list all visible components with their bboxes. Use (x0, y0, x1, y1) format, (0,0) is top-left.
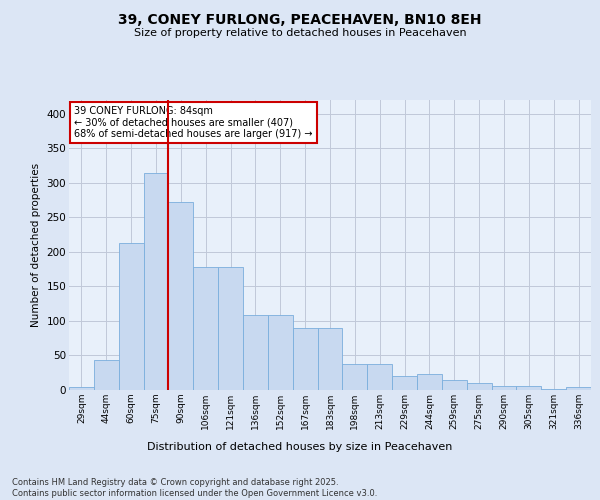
Bar (94, 360, 119, 390)
Bar (243, 314, 268, 390)
Bar (343, 364, 367, 390)
Bar (442, 380, 467, 390)
Bar (143, 172, 169, 390)
Bar (517, 386, 541, 390)
Bar (268, 314, 293, 390)
Text: 39, CONEY FURLONG, PEACEHAVEN, BN10 8EH: 39, CONEY FURLONG, PEACEHAVEN, BN10 8EH (118, 12, 482, 26)
Y-axis label: Number of detached properties: Number of detached properties (31, 163, 41, 327)
Text: Size of property relative to detached houses in Peacehaven: Size of property relative to detached ho… (134, 28, 466, 38)
Bar (317, 328, 343, 390)
Bar (467, 383, 491, 390)
Bar (566, 387, 591, 390)
Text: 39 CONEY FURLONG: 84sqm
← 30% of detached houses are smaller (407)
68% of semi-d: 39 CONEY FURLONG: 84sqm ← 30% of detache… (74, 106, 313, 139)
Bar (417, 374, 442, 390)
Bar (491, 386, 517, 390)
Bar (169, 202, 193, 390)
Bar (218, 267, 243, 390)
Bar (193, 267, 218, 390)
Bar (541, 388, 566, 390)
Bar (392, 376, 417, 390)
Text: Distribution of detached houses by size in Peacehaven: Distribution of detached houses by size … (148, 442, 452, 452)
Bar (367, 364, 392, 390)
Text: Contains HM Land Registry data © Crown copyright and database right 2025.
Contai: Contains HM Land Registry data © Crown c… (12, 478, 377, 498)
Bar (293, 328, 317, 390)
Bar (119, 243, 143, 390)
Bar (69, 386, 94, 390)
